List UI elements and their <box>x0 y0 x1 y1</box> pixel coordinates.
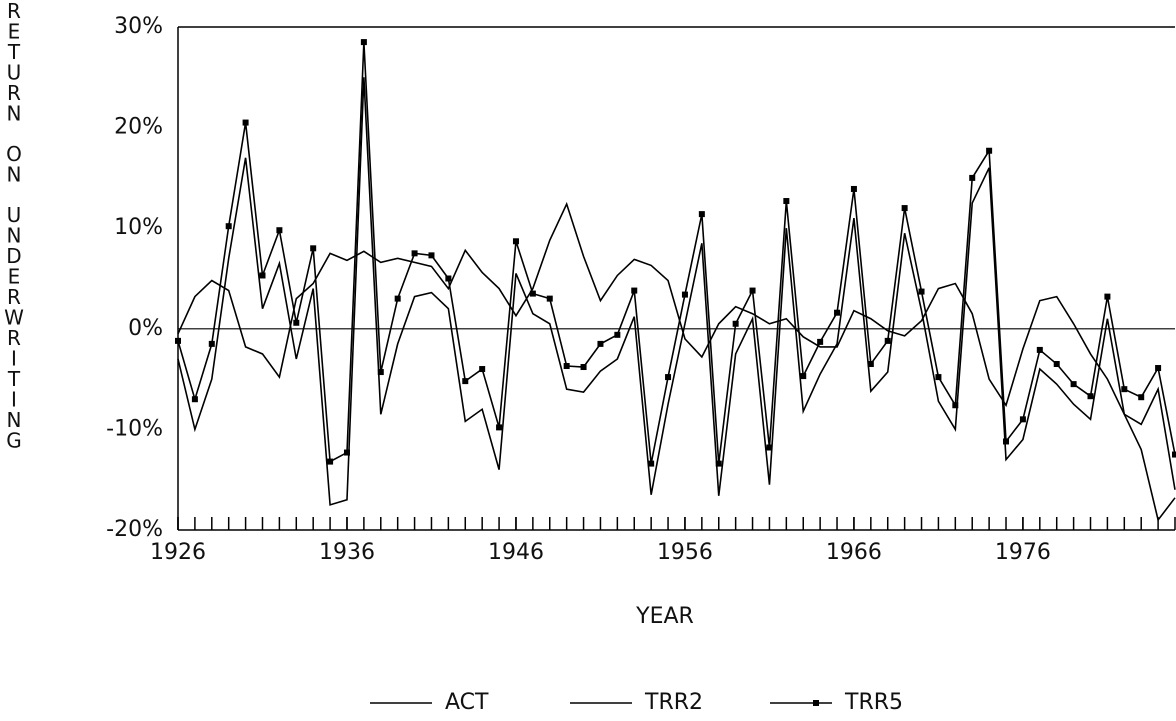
point-marker <box>208 340 215 347</box>
series-line <box>177 201 1176 522</box>
y-tick-label: 0% <box>128 316 163 341</box>
point-marker <box>310 245 317 252</box>
point-marker <box>377 369 384 376</box>
point-marker <box>783 198 790 205</box>
y-tick-label: 30% <box>114 14 163 39</box>
point-marker <box>850 185 857 192</box>
point-marker <box>242 119 249 126</box>
point-marker <box>445 275 452 282</box>
point-marker <box>462 378 469 385</box>
point-marker <box>884 337 891 344</box>
point-marker <box>1053 361 1060 368</box>
point-marker <box>817 338 824 345</box>
legend-label: TRR5 <box>844 690 903 715</box>
point-marker <box>175 337 181 344</box>
point-marker <box>276 227 283 234</box>
legend-label: ACT <box>445 690 489 715</box>
point-marker <box>1036 346 1043 353</box>
x-tick-label: 1976 <box>995 540 1051 565</box>
point-marker <box>986 147 993 154</box>
point-marker <box>597 340 604 347</box>
point-marker <box>952 402 959 409</box>
point-marker <box>1172 451 1176 458</box>
point-marker <box>360 39 367 46</box>
legend-marker <box>813 700 819 706</box>
point-marker <box>969 174 976 181</box>
x-axis-label: YEAR <box>635 604 694 629</box>
point-marker <box>834 309 841 316</box>
point-marker <box>901 205 908 212</box>
series-line <box>177 77 1176 506</box>
point-marker <box>546 295 553 302</box>
x-tick-label: 1966 <box>826 540 882 565</box>
point-marker <box>614 331 621 338</box>
y-tick-label: 20% <box>114 115 163 140</box>
point-marker <box>715 460 722 467</box>
point-marker <box>1070 381 1077 388</box>
point-marker <box>411 250 418 257</box>
point-marker <box>259 272 266 279</box>
point-marker <box>1121 386 1128 393</box>
point-marker <box>766 444 773 451</box>
point-marker <box>1003 438 1010 445</box>
x-tick-label: 1926 <box>150 540 206 565</box>
point-marker <box>681 291 688 298</box>
y-tick-label: -20% <box>106 517 163 542</box>
x-tick-label: 1956 <box>657 540 713 565</box>
point-marker <box>428 252 435 259</box>
point-marker <box>1087 393 1094 400</box>
point-marker <box>867 361 874 368</box>
point-marker <box>479 366 486 373</box>
point-marker <box>191 396 198 403</box>
point-marker <box>327 458 334 465</box>
point-marker <box>1138 394 1145 401</box>
point-marker <box>1019 416 1026 423</box>
point-marker <box>580 364 587 371</box>
point-marker <box>529 290 536 297</box>
point-marker <box>648 460 655 467</box>
point-marker <box>665 374 672 381</box>
point-marker <box>394 295 401 302</box>
point-marker <box>698 211 705 218</box>
point-marker <box>293 319 300 326</box>
series-line <box>177 42 1176 464</box>
point-marker <box>1155 365 1162 372</box>
point-marker <box>496 424 503 431</box>
x-tick-label: 1936 <box>319 540 375 565</box>
point-marker <box>512 238 519 245</box>
point-marker <box>749 287 756 294</box>
legend-label: TRR2 <box>644 690 703 715</box>
y-tick-label: 10% <box>114 215 163 240</box>
point-marker <box>800 373 807 380</box>
point-marker <box>918 288 925 295</box>
y-tick-label: -10% <box>106 416 163 441</box>
point-marker <box>563 363 570 370</box>
point-marker <box>732 320 739 327</box>
point-marker <box>343 449 350 456</box>
point-marker <box>1104 293 1111 300</box>
point-marker <box>225 223 232 230</box>
point-marker <box>631 287 638 294</box>
point-marker <box>935 374 942 381</box>
x-tick-label: 1946 <box>488 540 544 565</box>
